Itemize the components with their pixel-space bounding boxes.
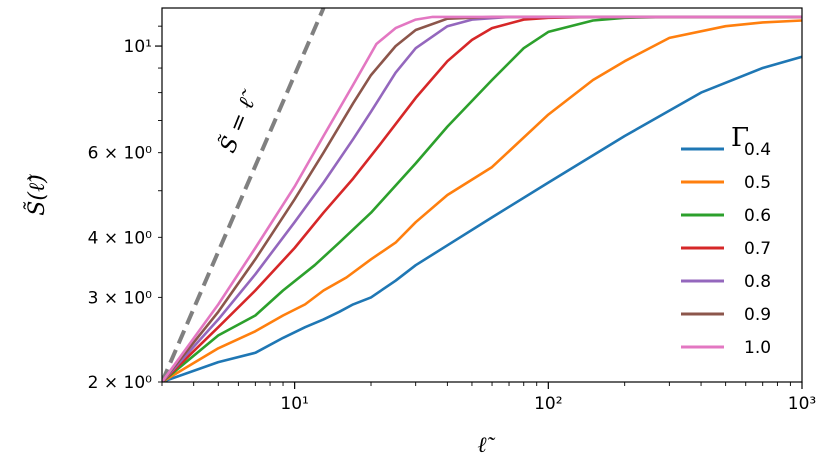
legend-label-0-9: 0.9: [744, 305, 771, 325]
y-axis-ticks: 2 × 10⁰ 3 × 10⁰ 4 × 10⁰ 6 × 10⁰ 10¹: [88, 25, 162, 393]
legend: Γ 0.4 0.5 0.6 0.7 0.8 0.9 1.0: [681, 123, 771, 358]
reference-line-label: S̃ = ℓ̃: [215, 86, 264, 157]
y-tick-label: 4 × 10⁰: [88, 228, 152, 248]
y-tick-label: 2 × 10⁰: [88, 373, 152, 393]
y-tick-label: 10¹: [124, 37, 152, 57]
x-tick-label: 10¹: [280, 394, 308, 414]
legend-label-0-8: 0.8: [744, 272, 771, 292]
series-line-0-5: [162, 19, 802, 382]
x-axis-ticks: 10¹ 10² 10³: [161, 382, 816, 414]
y-tick-label: 6 × 10⁰: [88, 144, 152, 164]
series-line-0-7: [162, 15, 802, 382]
series-layer: [162, 8, 802, 382]
plot-frame: [161, 7, 803, 383]
series-line-0-4: [162, 55, 802, 382]
legend-label-0-7: 0.7: [744, 239, 771, 259]
legend-label-0-4: 0.4: [744, 140, 771, 160]
y-axis-label: S̃(ℓ̃): [24, 174, 50, 216]
legend-label-0-6: 0.6: [744, 206, 771, 226]
legend-title: Γ: [731, 123, 749, 153]
x-axis-label: ℓ̃: [477, 433, 495, 458]
legend-label-1-0: 1.0: [744, 338, 771, 358]
reference-line: [162, 8, 326, 382]
series-line-0-6: [162, 15, 802, 382]
x-tick-label: 10²: [534, 394, 562, 414]
series-line-1-0: [162, 15, 802, 382]
y-tick-label: 3 × 10⁰: [88, 288, 152, 308]
series-line-0-8: [162, 15, 802, 382]
x-tick-label: 10³: [788, 394, 816, 414]
legend-label-0-5: 0.5: [744, 173, 771, 193]
series-line-0-9: [162, 15, 802, 382]
